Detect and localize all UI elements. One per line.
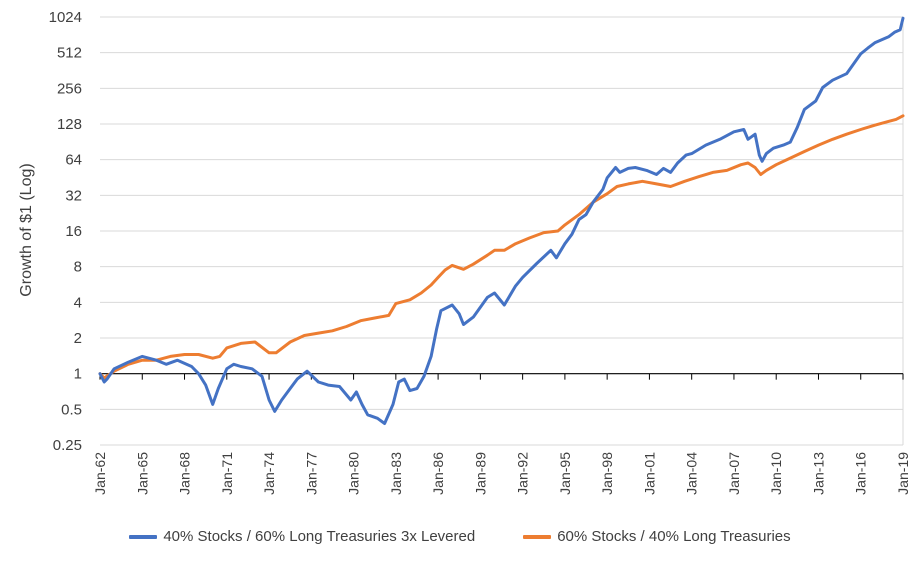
x-tick-label: Jan-65	[134, 452, 150, 495]
x-tick-label: Jan-71	[219, 452, 235, 495]
x-tick-label: Jan-86	[430, 452, 446, 495]
y-tick-labels: 0.25 0.5 1 2 4 8 16 32 64 128 256 512 1024	[49, 9, 82, 454]
legend-swatch-balanced	[523, 534, 552, 539]
y-tick-label: 32	[65, 187, 82, 204]
series-lines	[98, 16, 905, 425]
legend-swatch-levered	[129, 534, 158, 539]
series-line-0	[98, 16, 905, 425]
legend: 40% Stocks / 60% Long Treasuries 3x Leve…	[0, 528, 920, 545]
x-tick-label: Jan-19	[895, 452, 911, 495]
x-tick-label: Jan-68	[177, 452, 193, 495]
y-tick-label: 0.25	[53, 437, 82, 454]
y-tick-label: 1024	[49, 9, 82, 26]
gridlines	[99, 16, 904, 446]
x-tick-label: Jan-83	[388, 452, 404, 495]
y-axis-label: Growth of $1 (Log)	[18, 163, 35, 296]
y-tick-label: 1	[74, 366, 82, 383]
x-tick-label: Jan-74	[261, 452, 277, 495]
legend-item-balanced: 60% Stocks / 40% Long Treasuries	[523, 528, 791, 545]
y-tick-label: 16	[65, 223, 82, 240]
legend-label-balanced: 60% Stocks / 40% Long Treasuries	[557, 528, 791, 545]
y-tick-label: 256	[57, 80, 82, 97]
y-tick-label: 2	[74, 330, 82, 347]
y-tick-label: 128	[57, 116, 82, 133]
x-tick-label: Jan-01	[641, 452, 657, 495]
x-tick-label: Jan-80	[346, 452, 362, 495]
x-tick-label: Jan-95	[557, 452, 573, 495]
x-tick-label: Jan-04	[684, 452, 700, 495]
y-tick-label: 0.5	[61, 401, 82, 418]
y-tick-label: 8	[74, 259, 82, 276]
x-tick-label: Jan-89	[472, 452, 488, 495]
x-tick-label: Jan-98	[599, 452, 615, 495]
x-tick-label: Jan-07	[726, 452, 742, 495]
y-tick-label: 512	[57, 45, 82, 62]
legend-label-levered: 40% Stocks / 60% Long Treasuries 3x Leve…	[163, 528, 476, 545]
x-tick-label: Jan-13	[810, 452, 826, 495]
legend-item-levered: 40% Stocks / 60% Long Treasuries 3x Leve…	[129, 528, 475, 545]
x-tick-label: Jan-16	[853, 452, 869, 495]
x-tick-label: Jan-77	[303, 452, 319, 495]
y-tick-label: 64	[65, 152, 82, 169]
x-tick-label: Jan-62	[92, 452, 108, 495]
series-line-1	[98, 114, 905, 380]
x-tick-label: Jan-92	[515, 452, 531, 495]
x-tick-label: Jan-10	[768, 452, 784, 495]
y-tick-label: 4	[74, 294, 82, 311]
x-tick-labels: Jan-62 Jan-65 Jan-68 Jan-71 Jan-74 Jan-77 Jan-…	[92, 452, 911, 495]
